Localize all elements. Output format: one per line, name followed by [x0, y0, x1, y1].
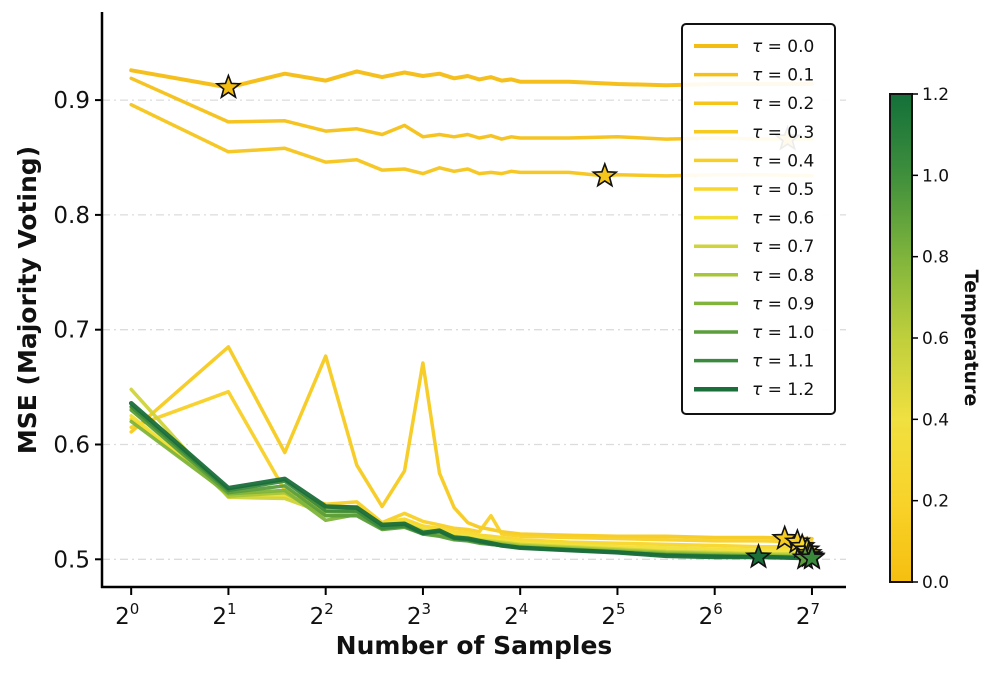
colorbar-tick-label: 0.8 — [922, 248, 949, 268]
x-tick-base: 2 — [504, 604, 519, 630]
legend-value: 1.2 — [787, 380, 814, 400]
x-tick-exponent: 1 — [227, 600, 237, 618]
x-tick-base: 2 — [796, 604, 811, 630]
x-tick-label: 25 — [601, 600, 625, 630]
y-tick-label: 0.7 — [53, 318, 90, 344]
legend-label: τ = 0.4 — [752, 151, 814, 171]
legend-prefix: τ = — [752, 352, 787, 372]
legend-value: 1.0 — [787, 323, 814, 343]
y-tick-label: 0.5 — [53, 547, 90, 573]
legend-prefix: τ = — [752, 151, 787, 171]
x-tick-label: 23 — [407, 600, 431, 630]
colorbar-tick-label: 0.6 — [922, 329, 949, 349]
legend-box — [681, 23, 836, 415]
legend-prefix: τ = — [752, 380, 787, 400]
x-tick-base: 2 — [212, 604, 227, 630]
x-tick-label: 27 — [796, 600, 820, 630]
legend-label: τ = 1.0 — [752, 323, 814, 343]
y-tick-label: 0.9 — [53, 88, 90, 114]
colorbar-tick-label: 0.0 — [922, 573, 949, 593]
legend-value: 1.1 — [787, 352, 814, 372]
x-tick-base: 2 — [310, 604, 325, 630]
legend-label: τ = 0.0 — [752, 37, 814, 57]
series-line-tau-0.6 — [129, 414, 814, 552]
x-tick-base: 2 — [601, 604, 616, 630]
series-line-tau-0.0 — [129, 68, 814, 90]
colorbar-tick-label: 0.4 — [922, 410, 949, 430]
axes — [100, 12, 846, 589]
series-line-tau-0.3 — [129, 345, 814, 541]
legend-prefix: τ = — [752, 294, 787, 314]
legend-label: τ = 0.3 — [752, 123, 814, 143]
legend-prefix: τ = — [752, 237, 787, 257]
legend-label: τ = 1.2 — [752, 380, 814, 400]
legend-prefix: τ = — [752, 123, 787, 143]
x-tick-label: 21 — [212, 600, 236, 630]
series-line-tau-0.4 — [129, 389, 814, 544]
legend-label: τ = 0.7 — [752, 237, 814, 257]
colorbar-tick-label: 1.2 — [922, 85, 949, 105]
legend-value: 0.2 — [787, 94, 814, 114]
legend-prefix: τ = — [752, 266, 787, 286]
legend-label: τ = 1.1 — [752, 352, 814, 372]
legend-value: 0.7 — [787, 237, 814, 257]
legend-value: 0.1 — [787, 66, 814, 86]
x-tick-exponent: 4 — [519, 600, 529, 618]
legend-label: τ = 0.6 — [752, 209, 814, 229]
y-axis-title: MSE (Majority Voting) — [13, 146, 42, 454]
x-tick-exponent: 7 — [811, 600, 821, 618]
colorbar-tick-label: 0.2 — [922, 492, 949, 512]
x-tick-exponent: 5 — [616, 600, 626, 618]
legend-prefix: τ = — [752, 209, 787, 229]
legend-prefix: τ = — [752, 94, 787, 114]
legend: τ = 0.0τ = 0.1τ = 0.2τ = 0.3τ = 0.4τ = 0… — [681, 23, 836, 415]
legend-label: τ = 0.8 — [752, 266, 814, 286]
x-tick-base: 2 — [407, 604, 422, 630]
best-star-tau-0.2 — [591, 161, 619, 188]
legend-value: 0.0 — [787, 37, 814, 57]
x-tick-exponent: 0 — [130, 600, 140, 618]
x-axis-title: Number of Samples — [336, 631, 613, 660]
x-tick-base: 2 — [699, 604, 714, 630]
colorbar-tick-label: 1.0 — [922, 166, 949, 186]
x-tick-label: 24 — [504, 600, 528, 630]
x-tick-label: 26 — [699, 600, 723, 630]
series-line-tau-1.2 — [128, 400, 815, 561]
legend-label: τ = 0.5 — [752, 180, 814, 200]
best-star-tau-1.1 — [798, 543, 826, 570]
series-line-tau-0.5 — [129, 417, 814, 549]
x-tick-exponent: 3 — [421, 600, 431, 618]
best-star-tau-0.0 — [214, 73, 242, 100]
legend-label: τ = 0.2 — [752, 94, 814, 114]
best-markers — [214, 73, 826, 570]
legend-value: 0.8 — [787, 266, 814, 286]
legend-label: τ = 0.1 — [752, 66, 814, 86]
legend-prefix: τ = — [752, 37, 787, 57]
series-line-tau-0.2 — [129, 102, 814, 178]
legend-prefix: τ = — [752, 180, 787, 200]
legend-value: 0.4 — [787, 151, 814, 171]
y-tick-label: 0.6 — [53, 433, 90, 459]
axis-ticks: 0.50.60.70.80.920 21 22 23 24 25 26 27 — [53, 88, 820, 630]
best-star-tau-0.3 — [771, 524, 799, 551]
colorbar: 0.0 0.2 0.4 0.6 0.8 1.0 1.2 — [889, 85, 949, 593]
x-tick-label: 20 — [115, 600, 139, 630]
colorbar-gradient — [889, 93, 913, 583]
legend-label: τ = 0.9 — [752, 294, 814, 314]
legend-value: 0.9 — [787, 294, 814, 314]
x-tick-exponent: 6 — [713, 600, 723, 618]
y-tick-label: 0.8 — [53, 203, 90, 229]
legend-value: 0.6 — [787, 209, 814, 229]
legend-value: 0.5 — [787, 180, 814, 200]
legend-value: 0.3 — [787, 123, 814, 143]
x-tick-label: 22 — [310, 600, 334, 630]
legend-prefix: τ = — [752, 323, 787, 343]
x-tick-base: 2 — [115, 604, 130, 630]
colorbar-title: Temperature — [960, 270, 982, 407]
x-tick-exponent: 2 — [324, 600, 334, 618]
best-star-tau-1.2 — [744, 542, 773, 569]
legend-prefix: τ = — [752, 66, 787, 86]
